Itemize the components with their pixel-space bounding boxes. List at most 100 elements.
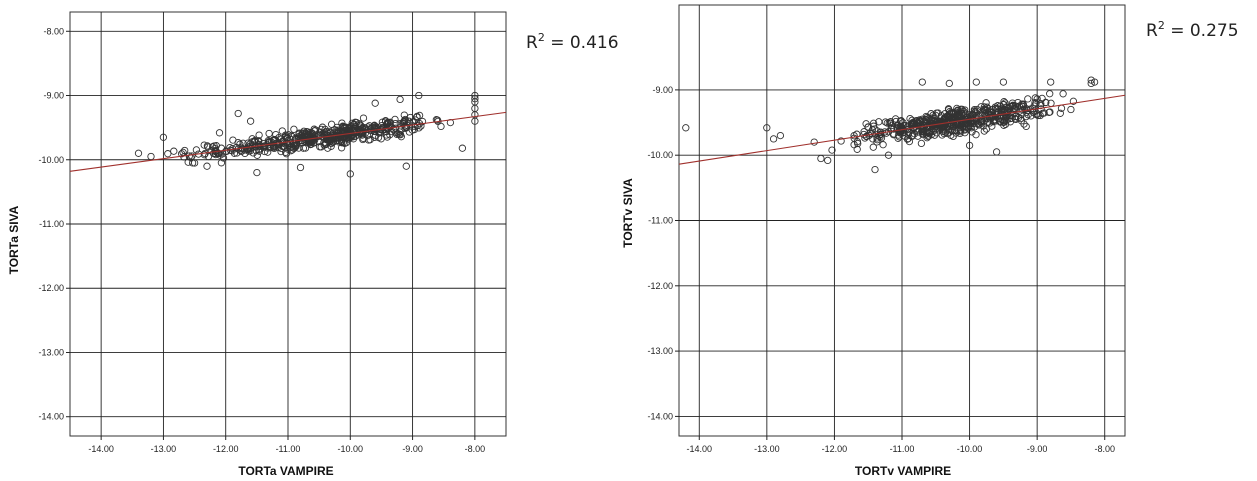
data-point bbox=[253, 151, 261, 159]
data-point bbox=[1032, 99, 1040, 107]
data-point bbox=[923, 113, 931, 122]
y-tick-label: -11.00 bbox=[648, 216, 673, 226]
scatter-points bbox=[682, 76, 1099, 174]
data-point bbox=[401, 115, 409, 124]
data-point bbox=[1000, 121, 1008, 129]
x-tick-label: -8.00 bbox=[465, 444, 486, 454]
data-point bbox=[887, 119, 895, 127]
data-point bbox=[297, 131, 305, 140]
data-point bbox=[278, 127, 286, 135]
data-point bbox=[763, 124, 771, 132]
data-point bbox=[254, 137, 263, 146]
data-point bbox=[329, 134, 338, 142]
data-point bbox=[316, 143, 324, 151]
y-tick-label: -11.00 bbox=[39, 219, 64, 229]
data-point bbox=[433, 116, 442, 124]
data-point bbox=[287, 147, 295, 155]
y-axis-title: TORTv SIVA bbox=[621, 178, 635, 248]
x-tick-label: -14.00 bbox=[687, 444, 713, 454]
data-point bbox=[390, 125, 398, 133]
data-point bbox=[213, 149, 222, 157]
data-point bbox=[883, 119, 891, 127]
data-point bbox=[854, 139, 862, 148]
data-point bbox=[921, 115, 930, 124]
data-point bbox=[957, 126, 965, 134]
data-point bbox=[875, 118, 883, 126]
data-point bbox=[371, 131, 380, 139]
data-point bbox=[953, 127, 961, 135]
data-point bbox=[216, 151, 224, 159]
data-point bbox=[1031, 94, 1039, 102]
data-point bbox=[1020, 120, 1028, 128]
data-point bbox=[246, 147, 255, 155]
data-point bbox=[776, 131, 785, 140]
data-point bbox=[236, 140, 244, 148]
data-point bbox=[270, 144, 278, 153]
y-tick-label: -9.00 bbox=[43, 91, 64, 101]
data-point bbox=[341, 139, 349, 148]
x-tick-label: -11.00 bbox=[276, 444, 301, 454]
data-point bbox=[884, 151, 893, 159]
data-point bbox=[471, 95, 479, 103]
data-point bbox=[350, 127, 359, 135]
data-point bbox=[895, 125, 903, 133]
data-point bbox=[413, 112, 421, 121]
data-point bbox=[1024, 95, 1032, 103]
data-point bbox=[957, 120, 966, 129]
data-point bbox=[1069, 97, 1078, 105]
data-point bbox=[979, 108, 988, 116]
data-point bbox=[251, 136, 259, 144]
data-point bbox=[961, 106, 969, 114]
x-tick-label: -14.00 bbox=[88, 444, 114, 454]
data-point bbox=[945, 106, 953, 114]
data-point bbox=[318, 123, 327, 131]
data-point bbox=[217, 159, 226, 167]
data-point bbox=[190, 159, 199, 167]
data-point bbox=[396, 95, 404, 104]
data-point bbox=[937, 112, 946, 120]
data-point bbox=[391, 115, 399, 124]
x-tick-label: -12.00 bbox=[822, 444, 848, 454]
data-point bbox=[1019, 102, 1028, 110]
data-point bbox=[458, 144, 467, 152]
data-point bbox=[397, 133, 405, 141]
data-point bbox=[316, 128, 324, 136]
data-point bbox=[996, 102, 1005, 110]
data-point bbox=[877, 134, 886, 142]
data-point bbox=[170, 147, 178, 155]
data-point bbox=[869, 122, 878, 130]
data-point bbox=[939, 125, 947, 133]
regression-line bbox=[69, 111, 507, 172]
data-point bbox=[1037, 99, 1045, 108]
data-point bbox=[682, 124, 690, 132]
data-point bbox=[233, 149, 241, 157]
data-point bbox=[203, 142, 212, 150]
data-point bbox=[1015, 102, 1024, 110]
data-point bbox=[265, 129, 273, 138]
data-point bbox=[343, 131, 352, 140]
data-point bbox=[324, 144, 332, 152]
data-point bbox=[862, 132, 871, 141]
data-point bbox=[869, 135, 877, 143]
r-squared-label: R2 = 0.416 bbox=[526, 31, 619, 53]
data-point bbox=[837, 137, 845, 145]
data-point bbox=[853, 130, 861, 138]
data-point bbox=[343, 129, 352, 137]
data-point bbox=[296, 163, 305, 172]
x-tick-label: -13.00 bbox=[151, 444, 177, 454]
data-point bbox=[275, 140, 283, 149]
data-point bbox=[919, 127, 928, 135]
data-point bbox=[907, 120, 916, 128]
data-point bbox=[894, 134, 902, 142]
data-point bbox=[370, 124, 378, 133]
data-point bbox=[861, 134, 869, 142]
y-axis-title: TORTa SIVA bbox=[7, 205, 21, 274]
data-point bbox=[994, 114, 1002, 123]
data-point bbox=[929, 117, 938, 125]
data-point bbox=[299, 144, 308, 152]
data-point bbox=[234, 138, 242, 147]
data-point bbox=[411, 116, 419, 124]
plot-area bbox=[66, 11, 507, 440]
chart-tortv: TORTv SIVA TORTv VAMPIRE R2 = 0.275 -14.… bbox=[621, 4, 1239, 478]
data-point bbox=[329, 129, 337, 138]
